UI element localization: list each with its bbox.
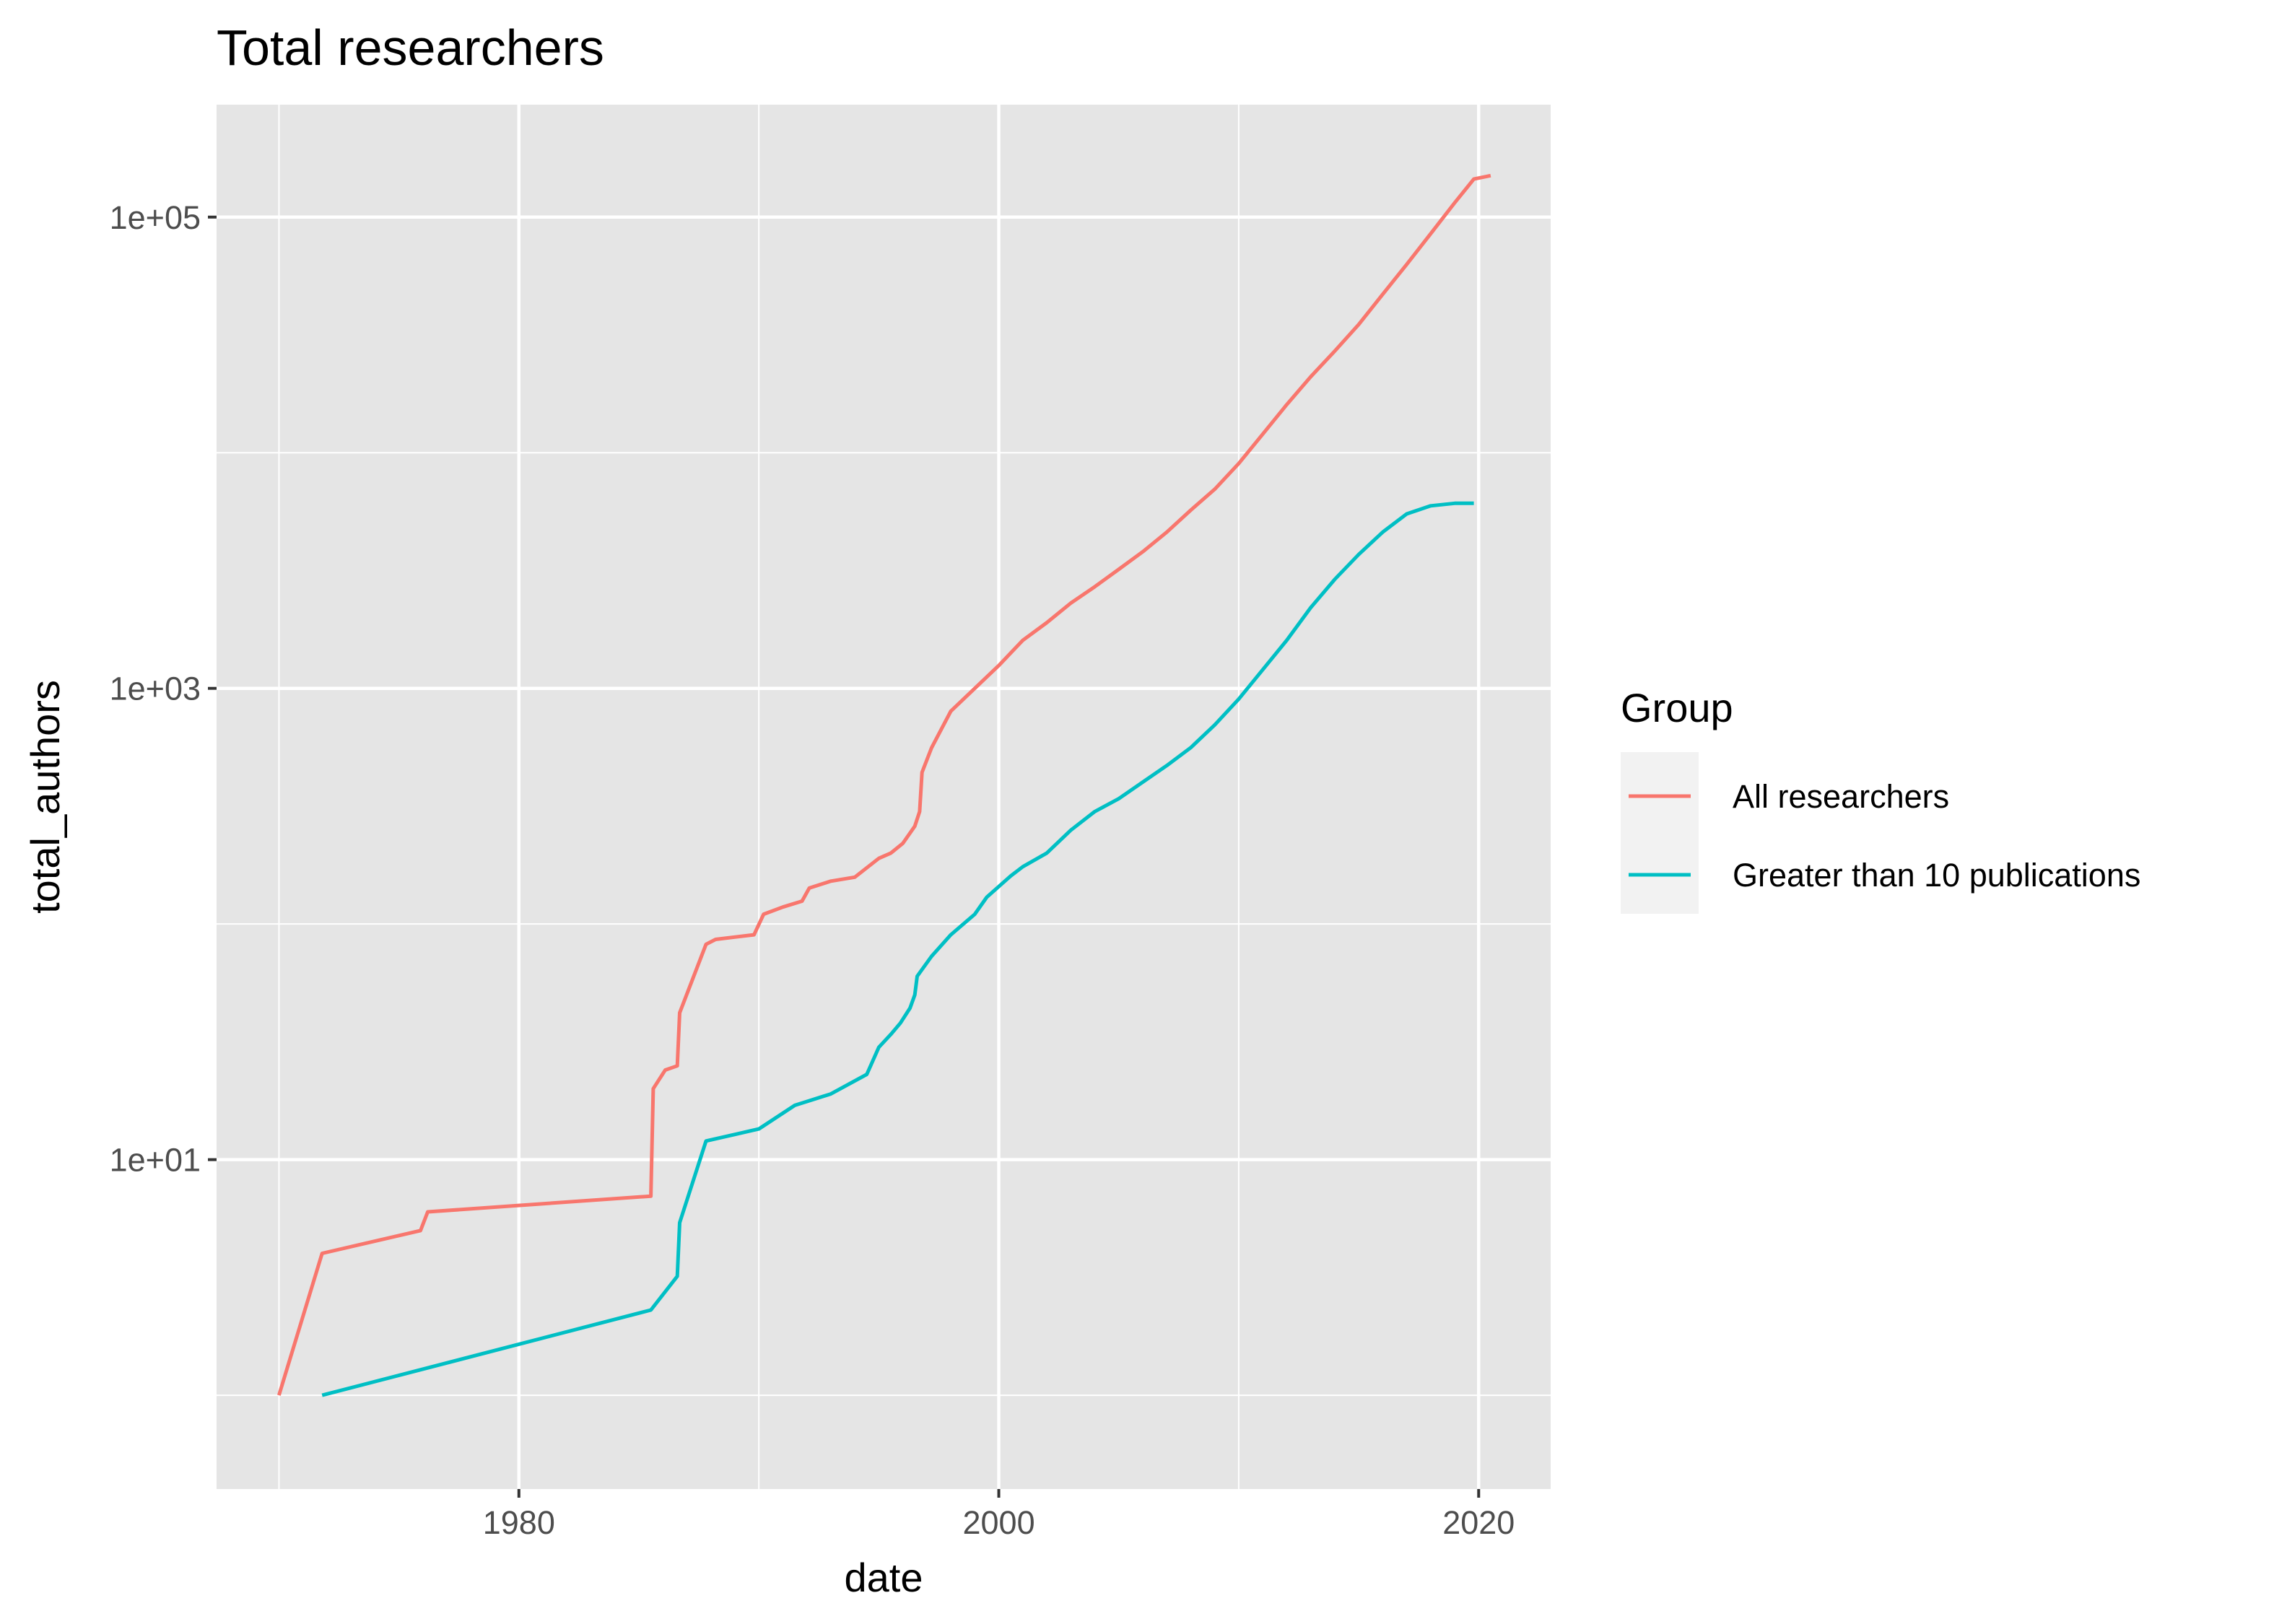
y-tick-label: 1e+03: [110, 671, 201, 707]
legend: Group All researchers Greater than 10 pu…: [1621, 685, 2140, 914]
x-axis-title: date: [845, 1555, 923, 1600]
x-tick-label: 1980: [483, 1504, 555, 1541]
y-axis-title: total_authors: [22, 680, 68, 914]
y-tick-label: 1e+01: [110, 1142, 201, 1179]
series-line-1: [321, 501, 1474, 1397]
plot-panel: [217, 105, 1551, 1489]
legend-key-background: [1621, 752, 1699, 914]
minor-gridlines: [217, 105, 1551, 1489]
major-gridlines: [217, 105, 1551, 1489]
chart-title: Total researchers: [217, 19, 604, 76]
axis-ticks: 1980 2000 2020 1e+01 1e+03 1e+05: [110, 199, 1515, 1541]
series-lines: [277, 173, 1491, 1397]
y-tick-label: 1e+05: [110, 199, 201, 236]
legend-title: Group: [1621, 685, 1733, 730]
series-line-0: [277, 173, 1491, 1396]
legend-label-greater-than-10: Greater than 10 publications: [1733, 857, 2140, 894]
x-tick-label: 2020: [1442, 1504, 1515, 1541]
x-tick-label: 2000: [962, 1504, 1034, 1541]
legend-label-all-researchers: All researchers: [1733, 778, 1949, 815]
